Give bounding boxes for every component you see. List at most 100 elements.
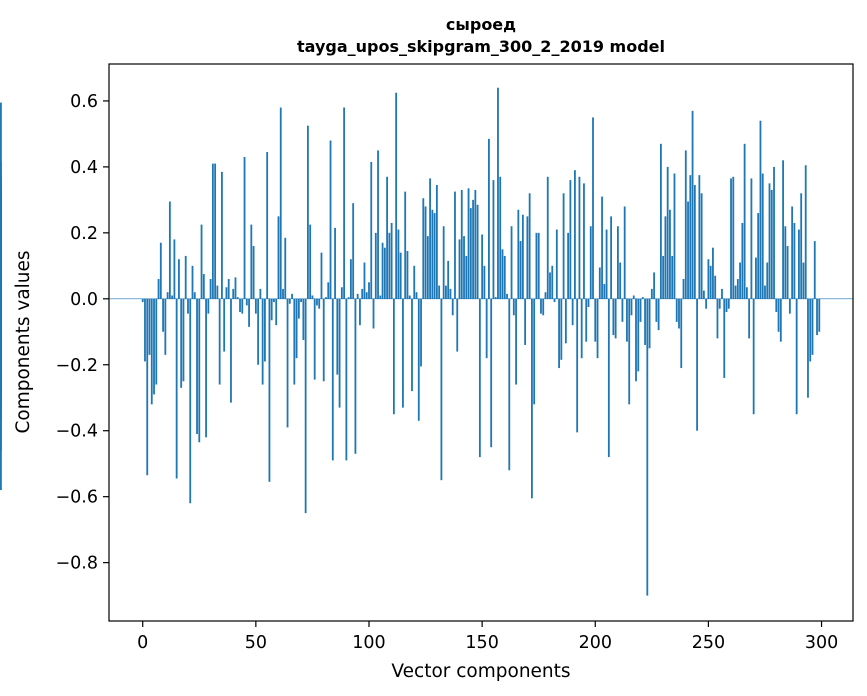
bar-30 — [209, 279, 212, 299]
bar-99 — [365, 292, 368, 299]
bar-258 — [725, 298, 728, 312]
bar-55 — [266, 152, 269, 299]
bar-108 — [386, 176, 388, 299]
bar-45 — [243, 157, 246, 299]
bar-159 — [501, 249, 504, 299]
bar-201 — [596, 298, 599, 359]
bar-168 — [521, 214, 524, 299]
bar-273 — [759, 120, 762, 299]
bar-255 — [718, 298, 721, 309]
bar-101 — [370, 161, 373, 299]
bar-283 — [782, 160, 784, 299]
bar-110 — [390, 222, 393, 299]
bar-213 — [623, 206, 626, 299]
x-axis-label: Vector components — [391, 661, 570, 682]
bar-150 — [481, 234, 484, 299]
bar-266 — [743, 143, 746, 299]
bar-284 — [784, 226, 787, 299]
bar-27 — [202, 274, 205, 299]
bar-234 — [671, 255, 674, 299]
bar-152 — [485, 298, 488, 359]
bar-113 — [397, 229, 400, 299]
bar-205 — [605, 229, 608, 299]
bar-248 — [702, 290, 705, 299]
x-axis: 0 50 100 150 200 250 300 — [137, 621, 838, 653]
bar-217 — [632, 295, 635, 299]
bar-28 — [205, 298, 207, 438]
bar-86 — [336, 298, 339, 375]
bar-259 — [727, 298, 730, 309]
bar-undefined — [0, 298, 2, 326]
bar-57 — [270, 298, 273, 321]
bar-89 — [343, 107, 346, 299]
bar-21 — [189, 298, 192, 504]
bar-33 — [216, 285, 219, 299]
bar-123 — [420, 298, 422, 367]
bar-133 — [442, 226, 445, 299]
bar-0 — [141, 298, 144, 303]
bar-203 — [601, 196, 603, 299]
bars-group — [0, 87, 821, 596]
bar-254 — [716, 298, 719, 339]
bar-144 — [467, 188, 470, 299]
bar-252 — [712, 247, 714, 299]
bar-179 — [546, 176, 549, 299]
bar-117 — [406, 250, 409, 299]
bar-180 — [549, 272, 551, 299]
bar-54 — [264, 298, 266, 362]
bar-195 — [583, 183, 585, 299]
bar-134 — [445, 285, 447, 299]
bar-36 — [223, 298, 226, 352]
bar-8 — [159, 242, 162, 299]
bar-149 — [478, 298, 481, 458]
bar-171 — [528, 193, 531, 299]
bar-98 — [363, 262, 366, 299]
bar-268 — [748, 298, 751, 339]
bar-42 — [236, 297, 239, 299]
bar-253 — [714, 275, 717, 299]
bar-32 — [214, 163, 217, 299]
bar-104 — [377, 150, 379, 299]
bar-139 — [456, 298, 459, 352]
bar-130 — [435, 185, 438, 299]
bar-24 — [196, 298, 198, 435]
bar-225 — [650, 288, 653, 299]
y-tick-label: −0.6 — [56, 488, 99, 508]
bar-71 — [302, 298, 305, 341]
bar-41 — [234, 277, 237, 299]
bar-40 — [232, 288, 235, 299]
x-tick-label: 100 — [352, 633, 385, 653]
bar-298 — [816, 298, 818, 336]
bar-90 — [345, 298, 348, 461]
bar-178 — [544, 292, 547, 299]
bar-176 — [540, 298, 542, 314]
bar-184 — [558, 298, 560, 369]
bar-106 — [381, 242, 384, 299]
bar-19 — [184, 255, 187, 299]
bar-51 — [257, 298, 260, 365]
bar-209 — [614, 298, 617, 339]
bar-151 — [483, 265, 486, 299]
bar-17 — [180, 298, 183, 388]
bar-297 — [813, 241, 816, 299]
bar-111 — [392, 298, 395, 415]
bar-58 — [273, 298, 275, 303]
bar-63 — [284, 237, 287, 299]
bar-181 — [551, 265, 554, 299]
bar-137 — [451, 298, 454, 316]
bar-223 — [646, 298, 649, 596]
bar-197 — [587, 298, 590, 308]
bar-59 — [275, 298, 278, 326]
bar-62 — [282, 288, 284, 299]
bar-169 — [524, 298, 527, 345]
bar-53 — [261, 298, 264, 385]
bar-276 — [766, 262, 769, 299]
bar-124 — [422, 198, 425, 299]
bar-293 — [804, 165, 807, 299]
bar-43 — [239, 298, 241, 312]
bar-214 — [626, 298, 628, 342]
x-tick-label: 300 — [805, 633, 838, 653]
bar-56 — [268, 298, 271, 482]
bar-100 — [368, 282, 370, 299]
